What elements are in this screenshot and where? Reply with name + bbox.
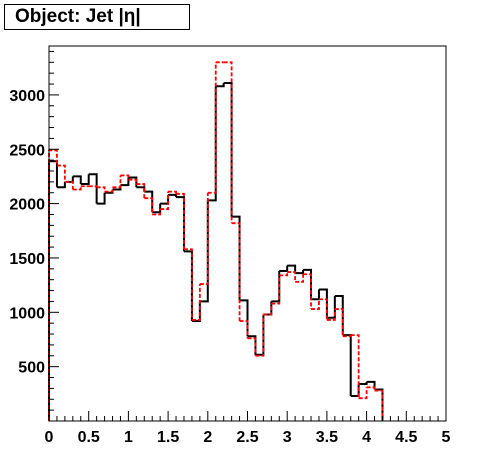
histogram-bin [136,183,146,199]
histogram-bin [168,190,177,194]
histogram-bin [239,320,249,339]
histogram-bin [326,296,336,319]
x-tick-label: 1.5 [157,429,179,446]
histogram-bin [366,380,376,390]
histogram-bin [318,288,328,318]
histogram-bin [88,173,98,204]
x-tick-label: 3 [283,429,292,446]
x-tick-label: 5 [442,429,451,446]
histogram-bin [191,301,201,322]
histogram-bin [168,193,178,198]
y-tick-label: 2000 [9,197,45,214]
axis-layer: 0 0.5 1 1.5 2 2.5 3 3.5 4 4.5 5 500 1000 1500 2000 2500… [9,50,451,446]
x-tick-label: 2.5 [236,429,258,446]
histogram-bin [72,186,82,191]
histogram-bin [263,303,273,316]
histogram-bin [350,334,360,399]
histogram-bin [176,192,185,250]
histogram-bin [287,264,297,274]
histogram-bin [271,271,281,303]
histogram-bin [350,384,360,397]
histogram-bin [56,181,66,189]
histogram-bin [311,299,320,310]
histogram-bin [271,275,281,305]
x-tick-label: 0.5 [78,429,100,446]
histogram-bin [120,177,130,187]
y-tick-label: 3000 [9,88,45,105]
histogram-bin [48,149,58,421]
histogram-bin [191,284,201,321]
histogram-bin [120,174,130,180]
histogram-bin [96,192,106,205]
histogram-bin [207,86,217,202]
histogram-bin [231,222,241,321]
histogram-bin [199,200,209,303]
histogram-bin [374,389,384,421]
histogram-series-2 [48,61,384,421]
histogram-bin [207,62,217,194]
histogram-bin [144,190,154,213]
histogram-bin [72,175,82,185]
histogram-bin [231,215,241,301]
histogram-bin [128,178,138,185]
histogram-bin [358,381,368,386]
histogram-bin [255,314,265,356]
histogram-bin [247,337,257,356]
histogram-bin [263,301,273,316]
histogram-bin [160,191,169,210]
histogram-bin [136,186,146,192]
x-tick-label: 0 [45,429,54,446]
histogram-bin [366,386,376,391]
histogram-bin [342,334,352,396]
histogram-bin [144,197,154,215]
histogram-bin [152,203,162,214]
histogram-bin [88,185,98,188]
histogram-bin [176,196,185,252]
histogram-bin [96,186,106,192]
x-tick-label: 1 [124,429,133,446]
histogram-bin [279,272,289,277]
x-tick-label: 2 [203,429,212,446]
y-tick-label: 1000 [9,305,45,322]
histogram-bin [112,175,122,189]
histogram-bin [104,187,114,193]
histogram-bin [295,269,305,275]
histogram-bin [358,387,368,400]
histogram-bin [183,248,193,320]
histogram-bin [334,295,344,336]
series-layer [48,61,384,421]
histogram-bin [199,192,209,285]
x-tick-label: 4 [362,429,371,446]
histogram-bin [160,194,170,205]
y-tick-label: 1500 [9,251,45,268]
histogram-bin [295,274,304,283]
histogram-bin [374,388,384,421]
histogram-bin [152,209,162,216]
plot-frame [48,45,447,422]
histogram-bin [183,250,193,321]
histogram-bin [239,299,249,337]
chart-title: Object: Jet |η| [4,4,190,30]
y-tick-label: 2500 [9,142,45,159]
histogram-bin [287,271,297,282]
histogram-bin [303,273,312,310]
histogram-bin [64,180,74,190]
histogram-bin [303,268,313,300]
histogram-bin [80,174,90,186]
histogram-bin [311,289,320,301]
histogram-bin [223,61,233,224]
histogram-bin [255,314,265,357]
y-tick-label: 500 [18,360,45,377]
histogram-bin [318,298,328,320]
histogram-bin [223,81,233,217]
histogram-bin [48,160,58,421]
histogram-bin [326,309,336,321]
x-tick-label: 3.5 [316,429,338,446]
histogram-bin [56,164,66,182]
histogram-bin [279,265,289,272]
histogram-bin [334,308,344,337]
x-tick-label: 4.5 [395,429,417,446]
histogram-bin [215,82,225,88]
